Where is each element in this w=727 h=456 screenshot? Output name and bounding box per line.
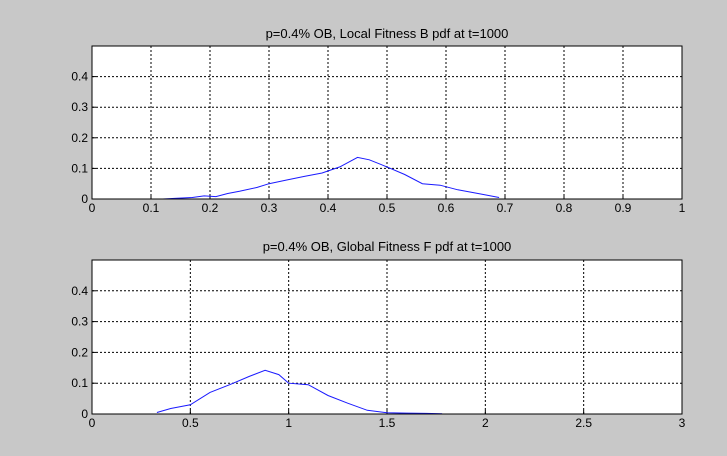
global-fitness-ytick-label: 0.1 — [71, 376, 88, 390]
global-fitness-grid — [92, 260, 682, 414]
local-fitness-xtick-label: 1 — [679, 201, 686, 215]
local-fitness-subplot: p=0.4% OB, Local Fitness B pdf at t=1000… — [71, 26, 685, 215]
global-fitness-xtick-label: 0.5 — [182, 416, 199, 430]
global-fitness-xtick-label: 0 — [89, 416, 96, 430]
global-fitness-ytick-label: 0 — [81, 407, 88, 421]
local-fitness-ytick-label: 0.3 — [71, 100, 88, 114]
global-fitness-xtick-label: 1.5 — [379, 416, 396, 430]
local-fitness-ytick-label: 0.2 — [71, 131, 88, 145]
global-fitness-subplot: p=0.4% OB, Global Fitness F pdf at t=100… — [71, 239, 685, 430]
local-fitness-xtick-label: 0.2 — [202, 201, 219, 215]
local-fitness-xtick-label: 0.5 — [379, 201, 396, 215]
local-fitness-axes-frame — [91, 45, 683, 200]
local-fitness-xtick-label: 0.1 — [143, 201, 160, 215]
local-fitness-ytick-label: 0.4 — [71, 70, 88, 84]
local-fitness-xtick-label: 0 — [89, 201, 96, 215]
local-fitness-ytick-label: 0.1 — [71, 161, 88, 175]
local-fitness-xtick-label: 0.7 — [497, 201, 514, 215]
local-fitness-xtick-label: 0.3 — [261, 201, 278, 215]
local-fitness-series-line — [162, 156, 500, 200]
global-fitness-ytick-label: 0.3 — [71, 315, 88, 329]
local-fitness-grid — [92, 46, 682, 199]
local-fitness-xtick-label: 0.4 — [320, 201, 337, 215]
global-fitness-xtick-label: 2 — [482, 416, 489, 430]
global-fitness-series-line — [156, 369, 443, 415]
global-fitness-xtick-label: 1 — [285, 416, 292, 430]
local-fitness-xtick-label: 0.8 — [556, 201, 573, 215]
global-fitness-title: p=0.4% OB, Global Fitness F pdf at t=100… — [263, 239, 512, 254]
local-fitness-xtick-label: 0.9 — [615, 201, 632, 215]
global-fitness-xtick-label: 2.5 — [575, 416, 592, 430]
global-fitness-ytick-label: 0.4 — [71, 284, 88, 298]
global-fitness-axes-frame — [91, 259, 683, 415]
local-fitness-xtick-label: 0.6 — [438, 201, 455, 215]
local-fitness-title: p=0.4% OB, Local Fitness B pdf at t=1000 — [266, 26, 509, 41]
global-fitness-xtick-label: 3 — [679, 416, 686, 430]
global-fitness-ytick-label: 0.2 — [71, 345, 88, 359]
local-fitness-ytick-label: 0 — [81, 192, 88, 206]
